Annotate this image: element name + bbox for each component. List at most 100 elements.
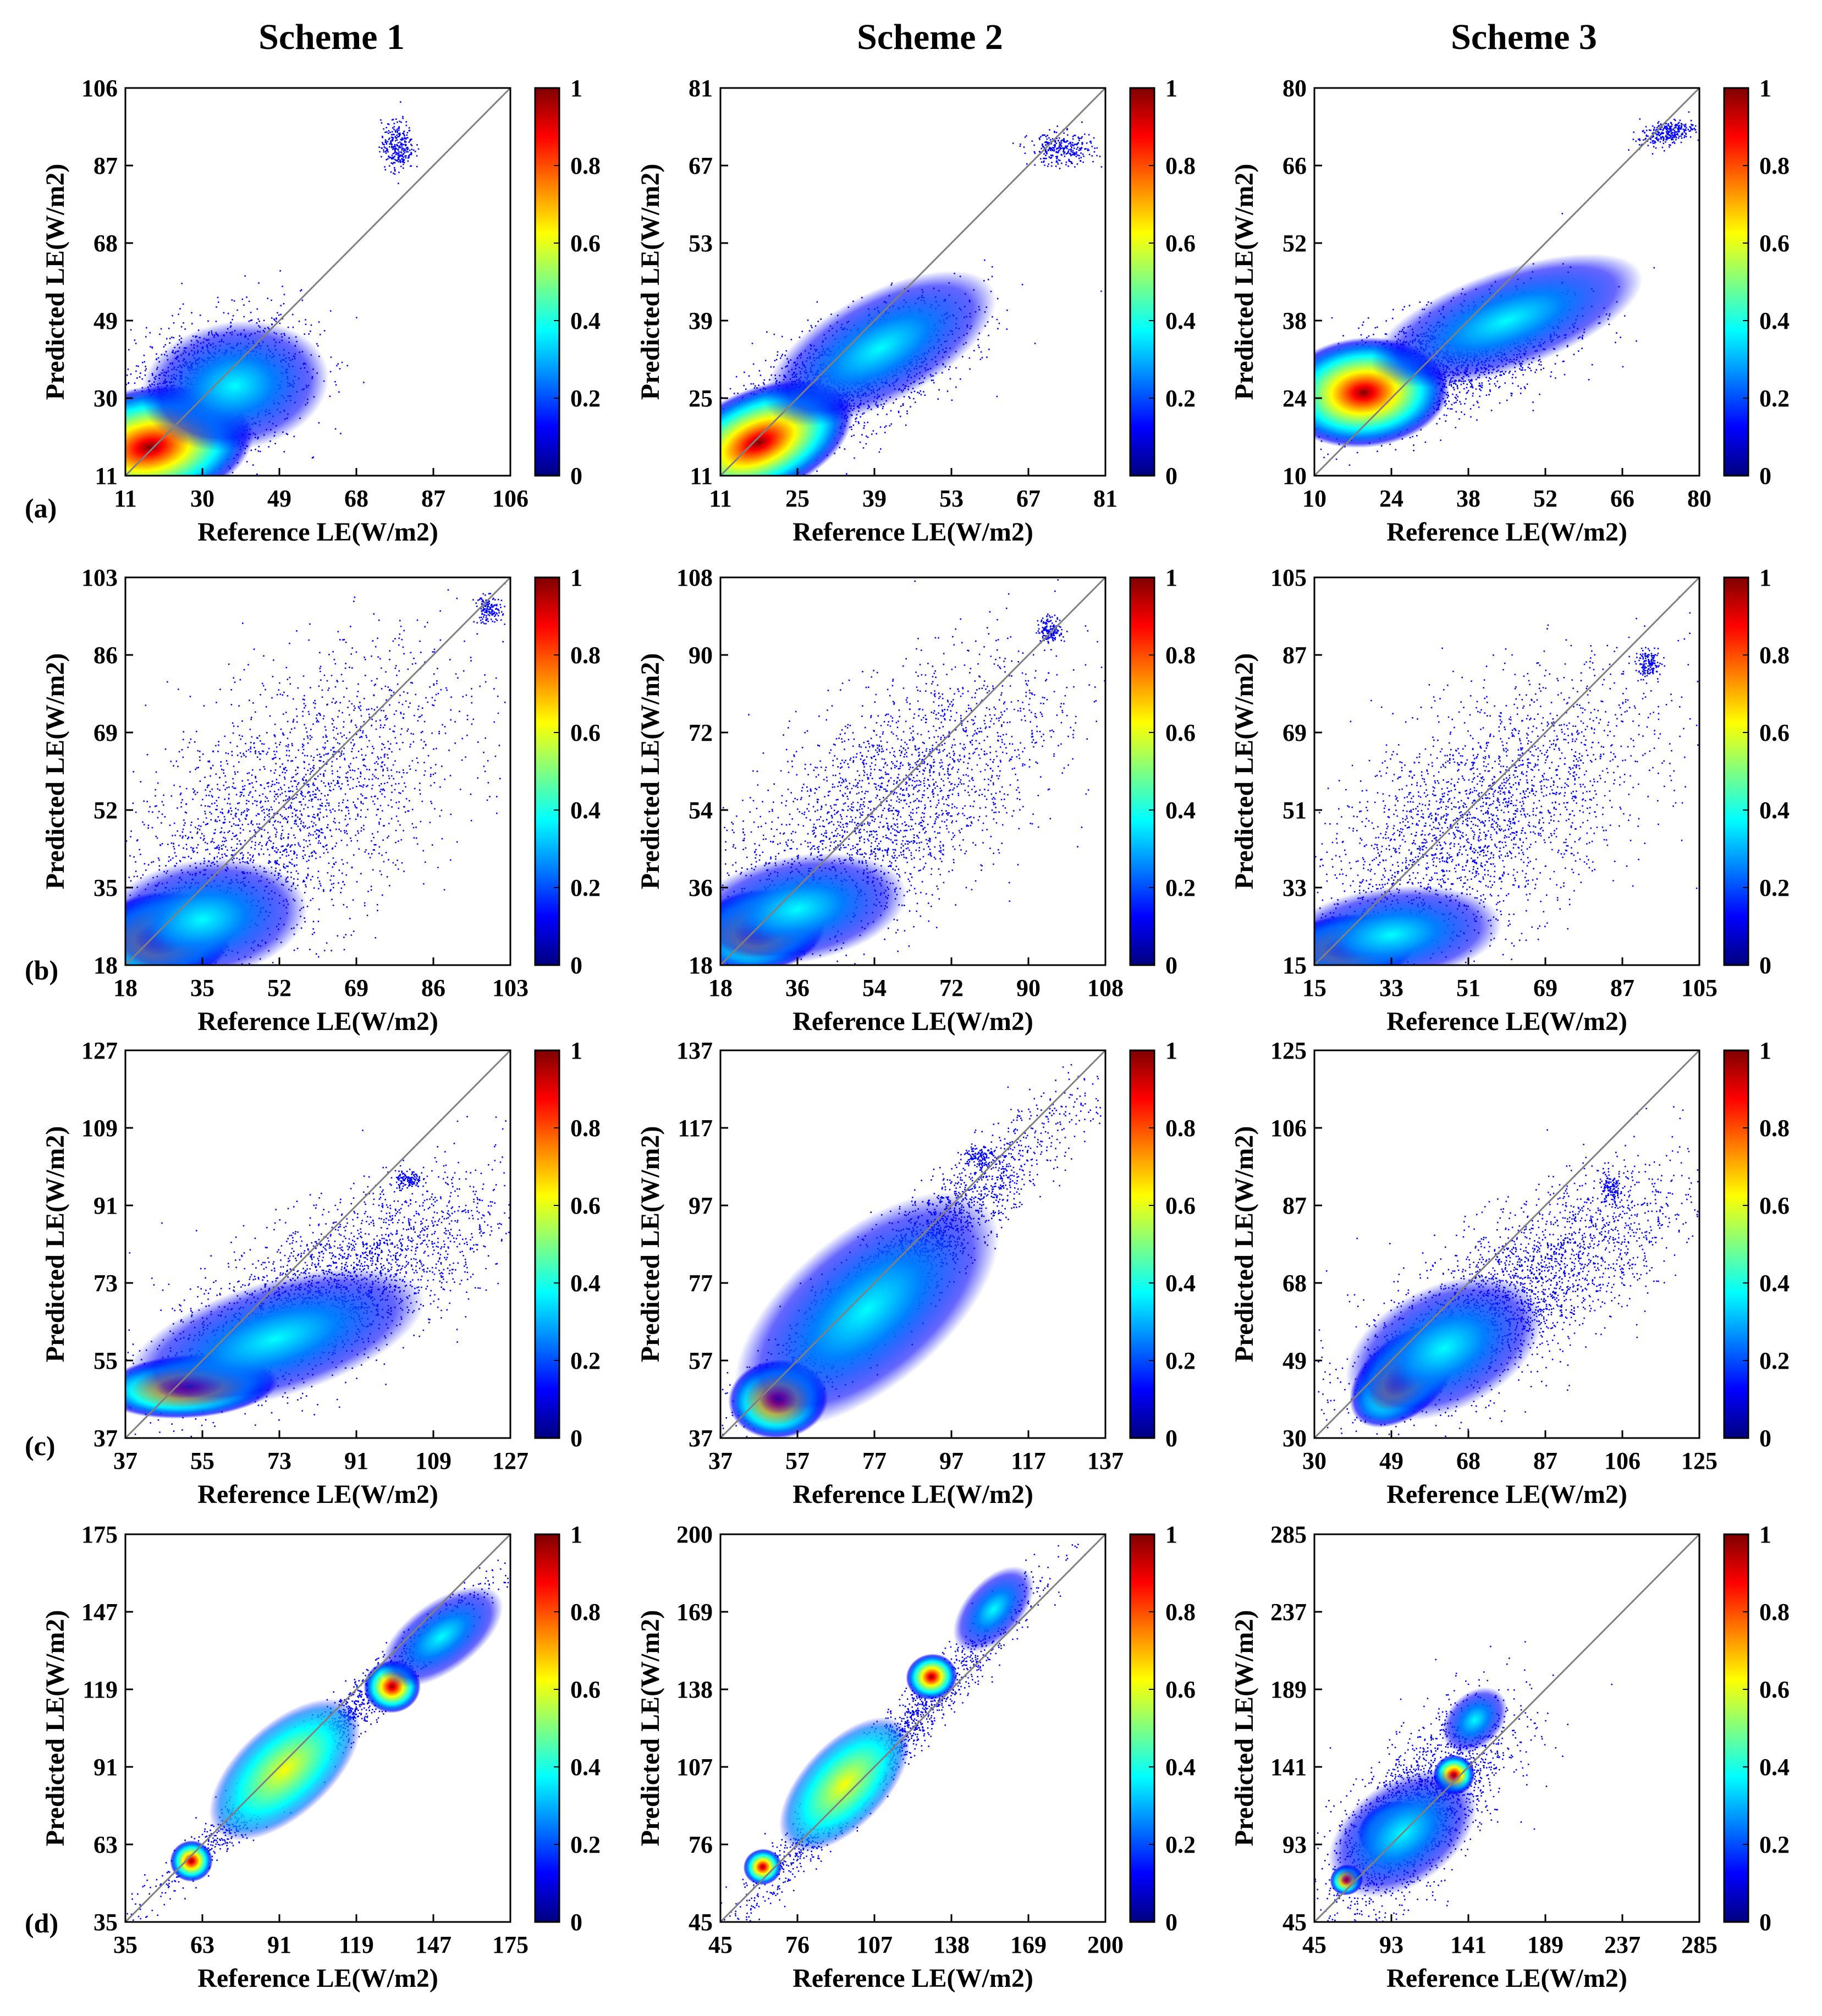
x-tick-label: 141 bbox=[1450, 1931, 1487, 1958]
colorbar-tick-label: 0.6 bbox=[1759, 230, 1790, 257]
y-tick-label: 55 bbox=[93, 1347, 118, 1374]
y-tick-label: 109 bbox=[81, 1115, 118, 1142]
x-tick-label: 38 bbox=[1456, 485, 1480, 512]
x-tick-label: 30 bbox=[1302, 1447, 1326, 1474]
x-tick-label: 24 bbox=[1379, 485, 1403, 512]
y-axis-label: Predicted LE(W/m2) bbox=[41, 653, 70, 890]
colorbar-tick-label: 1 bbox=[1759, 564, 1771, 591]
x-tick-label: 72 bbox=[939, 974, 964, 1001]
colorbar bbox=[1129, 87, 1155, 477]
x-tick-label: 25 bbox=[785, 485, 810, 512]
data-points bbox=[125, 101, 420, 476]
one-to-one-line bbox=[124, 1533, 511, 1923]
one-to-one-line bbox=[1313, 87, 1700, 477]
scatter-points bbox=[1318, 1106, 1699, 1438]
scatter-points bbox=[472, 593, 505, 625]
y-tick-label: 57 bbox=[689, 1347, 713, 1374]
x-tick-label: 37 bbox=[708, 1447, 733, 1474]
one-to-one-line bbox=[124, 576, 511, 966]
x-tick-label: 52 bbox=[267, 974, 291, 1001]
x-tick-label: 18 bbox=[113, 974, 137, 1001]
y-tick-label: 77 bbox=[689, 1270, 713, 1297]
colorbar-tick-label: 0.8 bbox=[1165, 1599, 1196, 1626]
colorbar-tick-label: 0.8 bbox=[570, 1115, 601, 1142]
colorbar-tick-label: 0.6 bbox=[1165, 1676, 1196, 1703]
colorbar-tick-label: 0.4 bbox=[570, 1754, 601, 1781]
colorbar bbox=[1129, 1533, 1155, 1923]
plot-frame bbox=[1313, 1533, 1700, 1923]
colorbar-tick-label: 0.4 bbox=[1759, 797, 1790, 824]
y-axis-label: Predicted LE(W/m2) bbox=[1230, 1610, 1259, 1847]
x-tick-label: 189 bbox=[1527, 1931, 1564, 1958]
x-tick-label: 67 bbox=[1016, 485, 1041, 512]
x-tick-label: 52 bbox=[1533, 485, 1557, 512]
y-tick-label: 15 bbox=[1282, 952, 1307, 979]
x-tick-label: 105 bbox=[1681, 974, 1718, 1001]
x-tick-label: 49 bbox=[1379, 1447, 1403, 1474]
x-tick-label: 53 bbox=[939, 485, 964, 512]
scatter-points bbox=[389, 1170, 425, 1195]
scatter-points bbox=[1036, 614, 1068, 651]
data-points bbox=[720, 1544, 1086, 1922]
colorbar-tick-label: 1 bbox=[570, 75, 582, 102]
y-tick-label: 147 bbox=[81, 1599, 118, 1626]
y-tick-label: 11 bbox=[95, 462, 118, 489]
x-tick-label: 285 bbox=[1681, 1931, 1718, 1958]
one-to-one-line bbox=[719, 1049, 1107, 1439]
y-tick-label: 90 bbox=[689, 642, 713, 669]
y-axis-label: Predicted LE(W/m2) bbox=[636, 653, 665, 890]
y-tick-label: 63 bbox=[93, 1831, 118, 1858]
y-tick-label: 69 bbox=[1282, 719, 1307, 746]
colorbar-tick-label: 0.8 bbox=[1759, 642, 1790, 669]
colorbar-tick-label: 0.6 bbox=[1165, 719, 1196, 746]
y-tick-label: 73 bbox=[93, 1270, 118, 1297]
y-tick-label: 69 bbox=[93, 719, 118, 746]
colorbar-tick-label: 0.2 bbox=[570, 874, 601, 901]
density-cluster bbox=[140, 320, 329, 451]
x-tick-label: 93 bbox=[1379, 1931, 1403, 1958]
density-cluster bbox=[170, 1840, 213, 1882]
colorbar-tick-label: 0 bbox=[1759, 462, 1771, 489]
x-tick-label: 87 bbox=[1610, 974, 1634, 1001]
x-axis-label: Reference LE(W/m2) bbox=[1386, 517, 1627, 547]
colorbar-tick-label: 0.6 bbox=[1759, 1676, 1790, 1703]
y-axis-label: Predicted LE(W/m2) bbox=[636, 1126, 665, 1363]
y-tick-label: 53 bbox=[689, 230, 713, 257]
y-tick-label: 91 bbox=[93, 1754, 118, 1781]
x-axis-label: Reference LE(W/m2) bbox=[1386, 1480, 1627, 1509]
plot-frame bbox=[1313, 576, 1700, 966]
y-tick-label: 80 bbox=[1282, 75, 1307, 102]
plot-frame bbox=[719, 576, 1107, 966]
colorbar-tick-label: 0.6 bbox=[1165, 230, 1196, 257]
x-tick-label: 69 bbox=[344, 974, 368, 1001]
y-tick-label: 18 bbox=[689, 952, 713, 979]
y-tick-label: 49 bbox=[93, 307, 118, 334]
one-to-one-line bbox=[1313, 576, 1700, 966]
data-points bbox=[1318, 1106, 1699, 1438]
colorbar bbox=[534, 1533, 560, 1923]
data-points bbox=[125, 582, 506, 965]
data-points bbox=[720, 121, 1103, 476]
scatter-points bbox=[1628, 111, 1699, 155]
colorbar-tick-label: 0.6 bbox=[570, 230, 601, 257]
y-tick-label: 175 bbox=[81, 1521, 118, 1548]
density-cluster bbox=[1442, 1687, 1508, 1753]
x-tick-label: 36 bbox=[785, 974, 810, 1001]
y-axis-label: Predicted LE(W/m2) bbox=[41, 1610, 70, 1847]
x-tick-label: 37 bbox=[113, 1447, 137, 1474]
density-cluster bbox=[779, 1717, 910, 1852]
plot-frame bbox=[719, 1049, 1107, 1439]
colorbar-tick-label: 1 bbox=[1759, 1521, 1771, 1548]
colorbar-tick-label: 1 bbox=[570, 1037, 582, 1064]
plot-frame bbox=[124, 87, 511, 477]
y-tick-label: 87 bbox=[1282, 642, 1307, 669]
colorbar-tick-label: 0.2 bbox=[1165, 385, 1196, 412]
one-to-one-line bbox=[124, 87, 511, 477]
scheme-title-3: Scheme 3 bbox=[1451, 17, 1597, 57]
y-tick-label: 119 bbox=[82, 1676, 118, 1703]
x-tick-label: 73 bbox=[267, 1447, 291, 1474]
